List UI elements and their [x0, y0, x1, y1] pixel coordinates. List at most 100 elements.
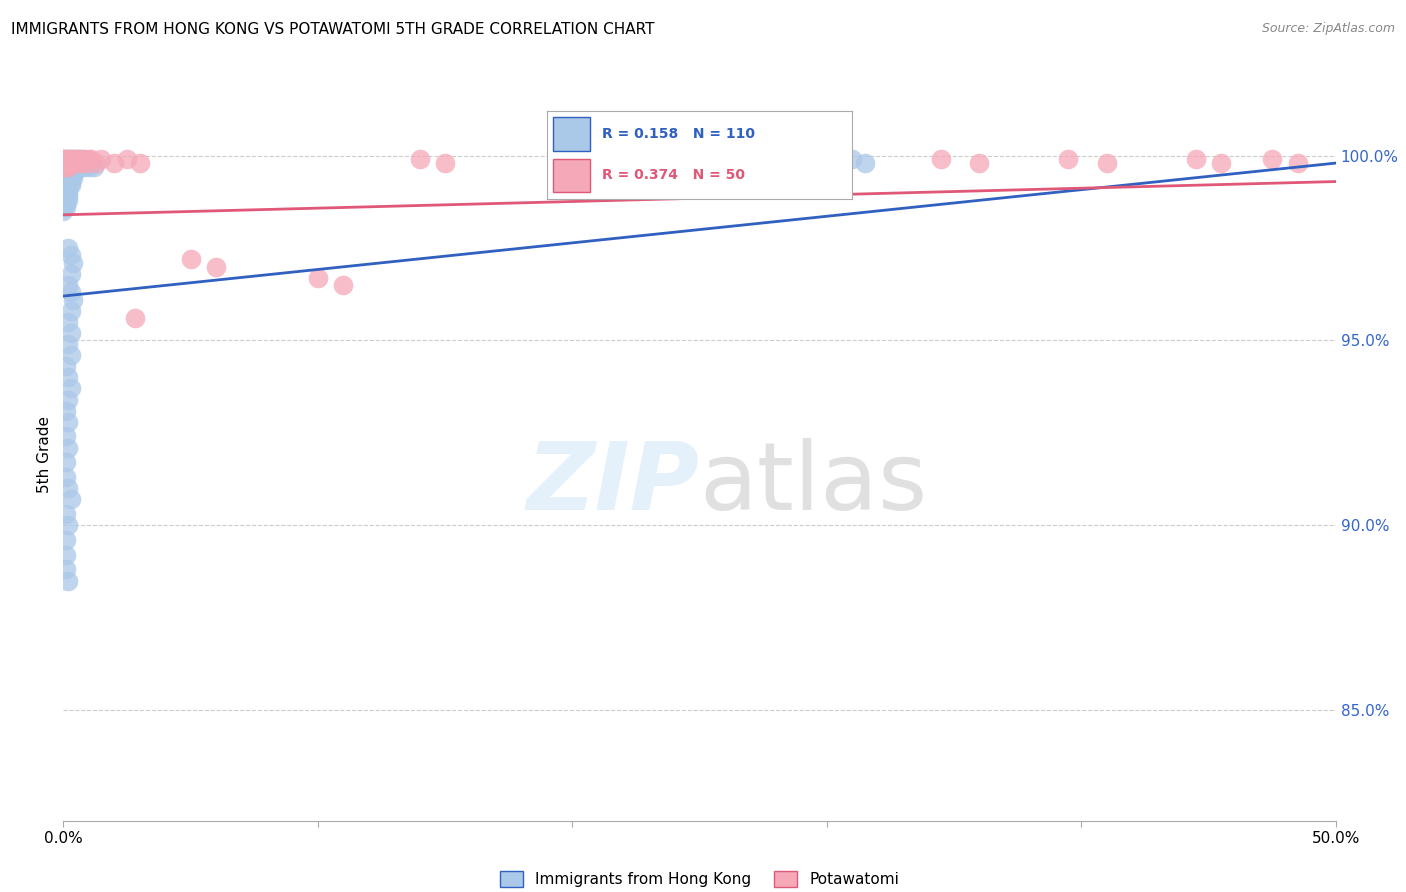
Point [58, 156, 80, 170]
Point [55, 156, 77, 170]
Point [59, 381, 82, 395]
Point [58, 574, 80, 588]
Point [55, 562, 77, 576]
Point [740, 156, 762, 170]
Point [841, 153, 863, 167]
Point [59, 303, 82, 318]
Point [52, 160, 75, 174]
Point [803, 153, 825, 167]
Point [55, 193, 77, 207]
Point [1095, 156, 1118, 170]
Point [702, 153, 724, 167]
Point [55, 189, 77, 203]
Point [55, 170, 77, 185]
Point [59, 175, 82, 189]
Point [70, 153, 93, 167]
Point [58, 160, 80, 174]
Point [62, 170, 84, 185]
Point [58, 160, 80, 174]
Point [55, 156, 77, 170]
Point [62, 160, 84, 174]
Point [72, 153, 94, 167]
Point [77, 160, 100, 174]
Point [59, 267, 82, 281]
Point [52, 193, 75, 207]
Point [58, 315, 80, 329]
Point [72, 153, 94, 167]
Point [59, 156, 82, 170]
Point [65, 160, 87, 174]
Point [55, 167, 77, 181]
Point [58, 518, 80, 533]
Point [55, 153, 77, 167]
Point [55, 359, 77, 374]
Point [52, 153, 75, 167]
Point [55, 186, 77, 200]
Point [62, 156, 84, 170]
Point [62, 163, 84, 178]
Point [59, 153, 82, 167]
Point [59, 156, 82, 170]
Point [58, 337, 80, 351]
Point [65, 156, 87, 170]
Point [55, 182, 77, 196]
Point [52, 156, 75, 170]
Point [929, 153, 952, 167]
Point [65, 153, 87, 167]
Point [1286, 156, 1309, 170]
Point [58, 182, 80, 196]
Point [62, 153, 84, 167]
Point [55, 548, 77, 562]
Point [55, 160, 77, 174]
Point [58, 175, 80, 189]
Point [58, 193, 80, 207]
Point [90, 153, 112, 167]
Point [702, 156, 724, 170]
Point [62, 156, 84, 170]
Point [59, 492, 82, 507]
Point [59, 160, 82, 174]
Point [52, 182, 75, 196]
Point [128, 156, 150, 170]
Point [86, 156, 108, 170]
Point [55, 429, 77, 443]
Point [58, 481, 80, 495]
Y-axis label: 5th Grade: 5th Grade [37, 417, 52, 493]
Point [58, 241, 80, 255]
Point [307, 270, 329, 285]
Point [62, 293, 84, 307]
Point [52, 175, 75, 189]
Point [55, 196, 77, 211]
Point [67, 156, 90, 170]
Point [55, 470, 77, 484]
Point [58, 153, 80, 167]
Point [70, 156, 93, 170]
Point [433, 156, 456, 170]
Point [58, 153, 80, 167]
Point [52, 156, 75, 170]
Point [59, 167, 82, 181]
Point [58, 167, 80, 181]
Point [1261, 153, 1284, 167]
Point [52, 160, 75, 174]
Point [59, 285, 82, 300]
Text: atlas: atlas [700, 438, 928, 530]
Point [58, 441, 80, 455]
Point [58, 415, 80, 429]
Point [52, 167, 75, 181]
Point [55, 163, 77, 178]
Point [969, 156, 991, 170]
Point [58, 277, 80, 292]
Point [58, 178, 80, 193]
Point [52, 204, 75, 219]
Text: Source: ZipAtlas.com: Source: ZipAtlas.com [1261, 22, 1395, 36]
Point [59, 348, 82, 362]
Point [332, 277, 354, 292]
Point [59, 326, 82, 340]
Point [58, 186, 80, 200]
Point [80, 153, 103, 167]
Point [662, 153, 685, 167]
Point [58, 170, 80, 185]
Point [55, 175, 77, 189]
Point [52, 189, 75, 203]
